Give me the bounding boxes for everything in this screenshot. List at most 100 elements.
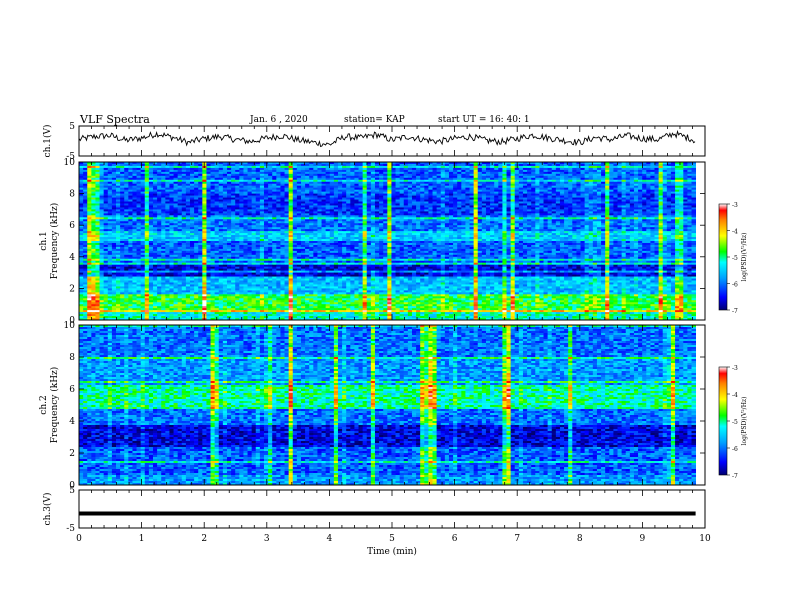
ch1-spectrogram-cell: [650, 191, 655, 195]
ch1-spectrogram-cell: [527, 171, 532, 175]
ch1-spectrogram-cell: [469, 171, 475, 175]
ch1-spectrogram-cell: [280, 191, 285, 195]
ch1-spectrogram-cell: [555, 171, 561, 175]
ch1-spectrogram-cell: [424, 167, 429, 171]
ch1-spectrogram-cell: [465, 183, 470, 187]
ch1-spectrogram-cell: [527, 173, 532, 177]
ch1-spectrogram-cell: [181, 191, 187, 195]
ch1-spectrogram-cell: [128, 177, 133, 181]
ch1-spectrogram-cell: [379, 189, 384, 193]
ch1-spectrogram-cell: [165, 173, 170, 177]
ch1-spectrogram-cell: [391, 162, 396, 165]
ch1-spectrogram-cell: [173, 177, 179, 181]
ch1-spectrogram-cell: [395, 162, 401, 165]
ch1-spectrogram-cell: [440, 191, 446, 195]
ch1-spectrogram-cell: [136, 193, 142, 196]
ch1-spectrogram-cell: [362, 193, 368, 196]
ch1-spectrogram-cell: [124, 179, 129, 183]
ch1-spectrogram-cell: [436, 183, 442, 187]
ch1-spectrogram-cell: [617, 179, 623, 183]
ch1-spectrogram-cell: [111, 193, 117, 196]
ch1-spectrogram-cell: [469, 167, 475, 171]
ch1-spectrogram-cell: [83, 173, 88, 177]
ch1-spectrogram-cell: [448, 177, 454, 181]
ch1-spectrogram-cell: [424, 173, 429, 177]
ch1-spectrogram-cell: [383, 171, 388, 175]
ch1-spectrogram-cell: [609, 169, 614, 173]
ch1-spectrogram-cell: [457, 189, 462, 193]
ch1-spectrogram-cell: [91, 169, 96, 173]
ch1-spectrogram-cell: [555, 191, 561, 195]
ch1-spectrogram-cell: [576, 165, 581, 169]
ch1-spectrogram-cell: [642, 187, 647, 191]
ch1-spectrogram-cell: [679, 173, 684, 177]
ch1-spectrogram-cell: [140, 177, 146, 181]
ch1-spectrogram-cell: [539, 177, 544, 181]
ch1-spectrogram-cell: [206, 187, 211, 191]
ch1-spectrogram-cell: [120, 189, 125, 193]
ch1-spectrogram-cell: [202, 187, 207, 191]
ch1-spectrogram-cell: [572, 177, 577, 181]
ch1-spectrogram-cell: [588, 165, 594, 169]
ch1-spectrogram-cell: [296, 185, 302, 189]
ch1-spectrogram-cell: [325, 162, 331, 165]
ch1-spectrogram-cell: [596, 181, 602, 185]
ch1-spectrogram-cell: [605, 191, 610, 195]
ch1-spectrogram-cell: [124, 193, 129, 196]
ch1-spectrogram-cell: [251, 163, 257, 167]
ch1-spectrogram-cell: [440, 187, 446, 191]
ch1-spectrogram-cell: [276, 181, 281, 185]
ch1-spectrogram-cell: [222, 193, 228, 196]
ch1-spectrogram-cell: [609, 189, 614, 193]
ch1-spectrogram-cell: [654, 173, 660, 177]
ch1-spectrogram-cell: [658, 162, 664, 165]
ch1-spectrogram-cell: [111, 185, 117, 189]
ch1-spectrogram-cell: [210, 169, 216, 173]
ch1-spectrogram-cell: [259, 173, 265, 177]
ch1-spectrogram-cell: [231, 179, 236, 183]
ch1-spectrogram-cell: [596, 173, 602, 177]
ch1-spectrogram-cell: [342, 189, 347, 193]
ch1-spectrogram-cell: [502, 175, 507, 179]
ch1-spectrogram-cell: [403, 171, 409, 175]
ch1-spectrogram-cell: [568, 167, 573, 171]
ch1-spectrogram-cell: [243, 185, 248, 189]
ch1-spectrogram-cell: [444, 193, 450, 196]
ch1-spectrogram-cell: [374, 165, 380, 169]
ch1-spectrogram-cell: [683, 165, 688, 169]
ch1-spectrogram-cell: [152, 193, 158, 196]
ch1-spectrogram-cell: [280, 171, 285, 175]
ch1-spectrogram-cell: [420, 193, 425, 196]
ch1-spectrogram-cell: [514, 185, 520, 189]
ch1-spectrogram-cell: [173, 175, 179, 179]
ch1-spectrogram-cell: [576, 191, 581, 195]
ch1-spectrogram-cell: [370, 177, 376, 181]
ch1-spectrogram-cell: [588, 163, 594, 167]
ch1-spectrogram-cell: [658, 185, 664, 189]
ch1-spectrogram-cell: [596, 179, 602, 183]
ch1-spectrogram-cell: [527, 183, 532, 187]
ch1-spectrogram-cell: [654, 185, 660, 189]
ch1-spectrogram-cell: [235, 163, 240, 167]
ch1-spectrogram-cell: [633, 169, 639, 173]
ch1-spectrogram-cell: [473, 179, 479, 183]
ch1-spectrogram-cell: [263, 193, 269, 196]
ch1-spectrogram-cell: [305, 179, 310, 183]
ch1-spectrogram-cell: [116, 187, 121, 191]
ch1-spectrogram-cell: [428, 183, 433, 187]
ch1-spectrogram-cell: [268, 179, 273, 183]
ch1-spectrogram-cell: [292, 163, 298, 167]
ch1-spectrogram-cell: [103, 171, 109, 175]
ch1-spectrogram-cell: [654, 191, 660, 195]
ch1-spectrogram-cell: [588, 189, 594, 193]
ch1-spectrogram-cell: [572, 179, 577, 183]
ch1-spectrogram-cell: [99, 187, 105, 191]
ch1-spectrogram-cell: [679, 185, 684, 189]
ch1-spectrogram-cell: [79, 169, 84, 173]
ch1-spectrogram-cell: [194, 181, 199, 185]
ch1-spectrogram-cell: [391, 175, 396, 179]
ch1-spectrogram-cell: [580, 162, 586, 165]
ch1-spectrogram-cell: [263, 175, 269, 179]
ch1-spectrogram-cell: [165, 167, 170, 171]
ch1-spectrogram-cell: [128, 193, 133, 196]
